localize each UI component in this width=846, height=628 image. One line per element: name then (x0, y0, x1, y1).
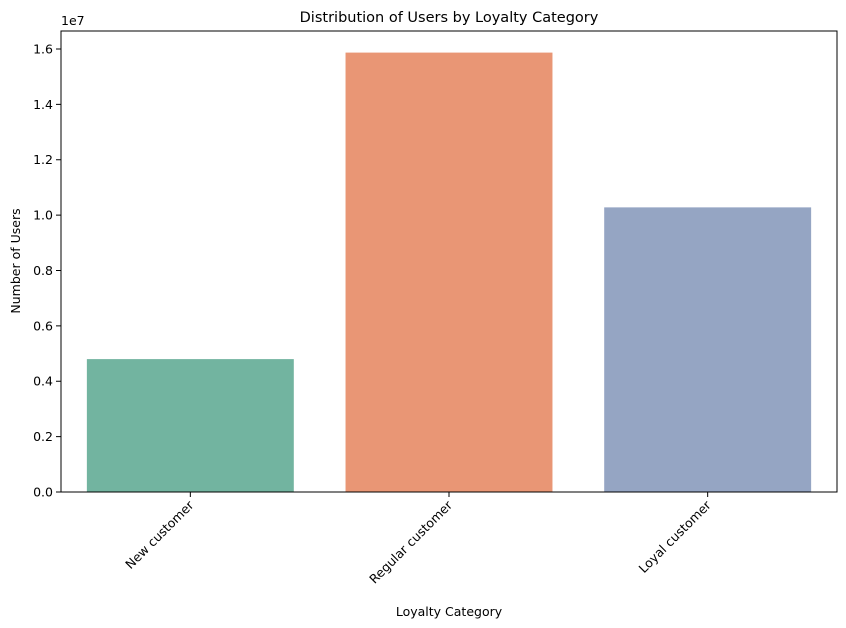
y-tick-label: 1.6 (33, 41, 53, 56)
bar-new-customer (86, 359, 294, 492)
bar-loyal-customer (604, 207, 812, 492)
bars (86, 52, 812, 492)
y-tick-label: 1.4 (33, 97, 53, 112)
x-tick-label: New customer (122, 497, 197, 572)
y-axis: 0.0 0.2 0.4 0.6 0.8 1.0 1.2 1.4 1.6 (33, 41, 61, 500)
plot-frame (60, 30, 838, 493)
y-tick-label: 0.0 (33, 485, 53, 500)
y-axis-label: Number of Users (8, 208, 23, 313)
x-tick-label: Regular customer (366, 497, 456, 587)
y-tick-label: 0.8 (33, 263, 53, 278)
x-tick-label: Loyal customer (635, 497, 714, 576)
chart-title: Distribution of Users by Loyalty Categor… (300, 10, 599, 26)
x-axis-label: Loyalty Category (396, 604, 503, 619)
y-tick-label: 0.2 (33, 429, 53, 444)
y-tick-label: 1.2 (33, 152, 53, 167)
y-axis-offset-label: 1e7 (61, 13, 85, 28)
y-tick-label: 0.6 (33, 318, 53, 333)
x-axis: New customer Regular customer Loyal custom… (122, 492, 714, 586)
bar-regular-customer (345, 52, 553, 492)
y-tick-label: 0.4 (33, 374, 53, 389)
y-tick-label: 1.0 (33, 208, 53, 223)
